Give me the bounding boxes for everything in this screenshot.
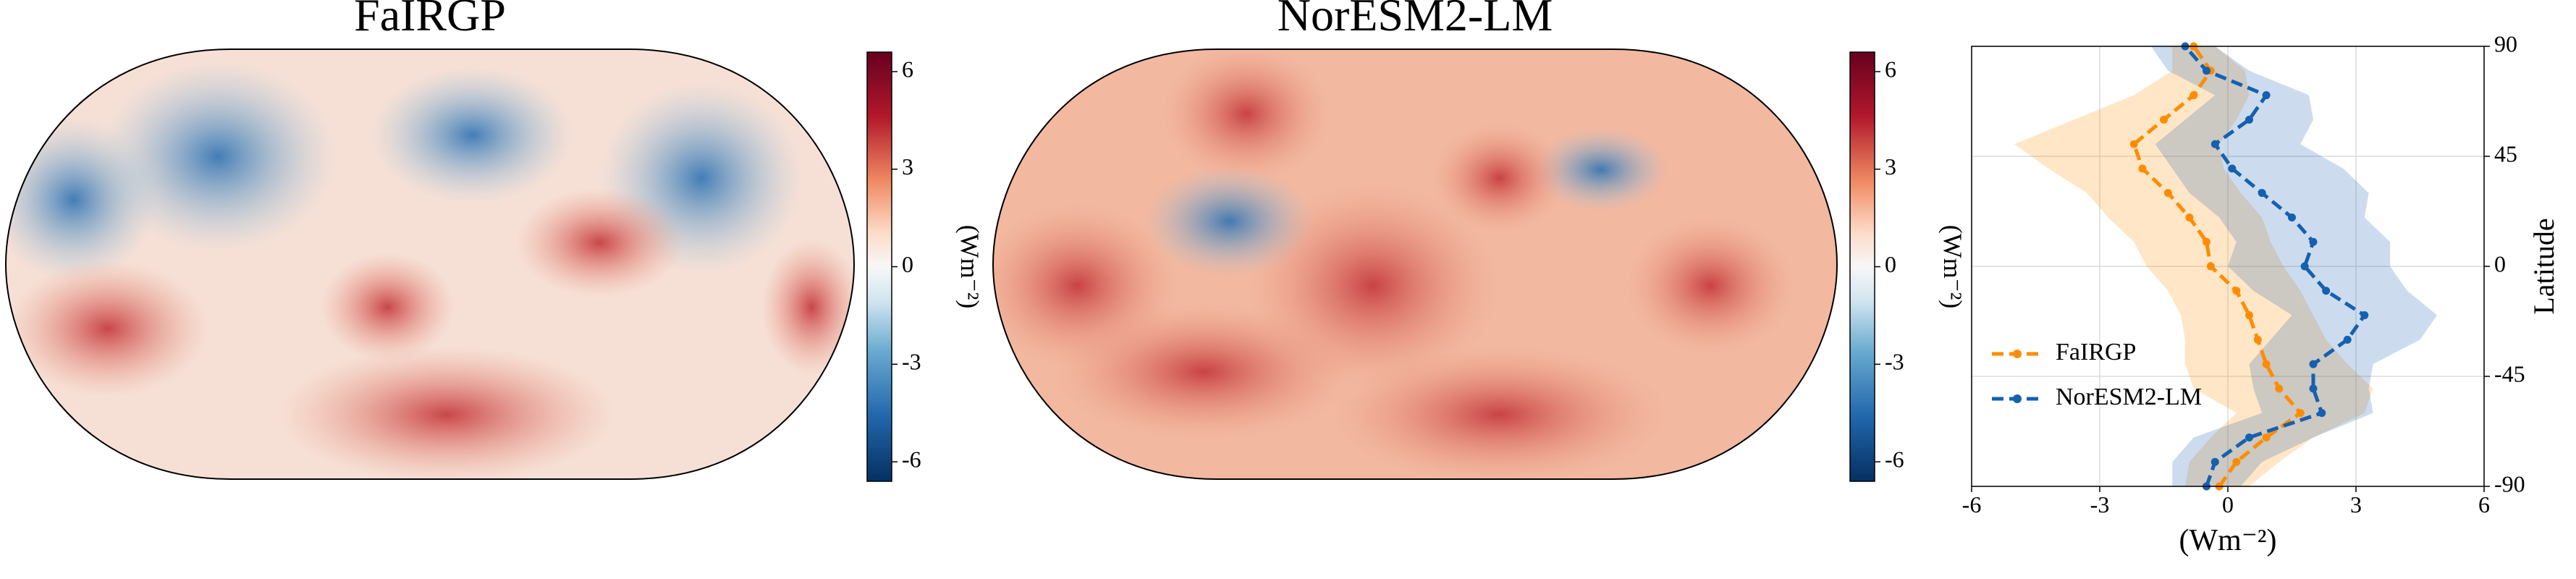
y-tick-label: 45 (2494, 140, 2517, 166)
series-point (2160, 115, 2168, 124)
map-anomaly (1330, 345, 1668, 479)
series-point (2163, 189, 2172, 198)
map-anomaly (1533, 128, 1668, 211)
series-point (2232, 457, 2241, 466)
series-point (2262, 360, 2271, 368)
colorbar-tick-label: 6 (902, 56, 913, 82)
x-tick-label: 3 (2350, 491, 2362, 517)
map-anomaly (98, 60, 337, 253)
series-point (2262, 91, 2271, 100)
map-anomaly (1162, 49, 1331, 183)
colorbar (1849, 51, 1875, 482)
colorbar-label: (Wm⁻²) (955, 225, 984, 309)
series-point (2189, 91, 2198, 100)
series-point (2258, 189, 2266, 198)
map-field (6, 60, 854, 479)
colorbar-label: (Wm⁻²) (1938, 225, 1967, 309)
series-point (2203, 237, 2210, 246)
series-point (2228, 164, 2237, 173)
series-point (2245, 311, 2253, 320)
y-tick-label: -45 (2494, 360, 2525, 386)
colorbar-tick-label: -3 (1885, 349, 1904, 375)
spread-band (2014, 46, 2373, 486)
map-anomaly (319, 252, 456, 363)
series-point (2203, 67, 2210, 75)
y-tick-label: 0 (2494, 250, 2506, 276)
x-tick-label: -3 (2090, 491, 2110, 517)
series-point (2210, 140, 2219, 148)
legend-label: FaIRGP (2056, 339, 2136, 365)
map-anomaly (370, 66, 575, 204)
map-anomaly (277, 345, 617, 479)
x-tick-label: 6 (2478, 491, 2490, 517)
series-point (2309, 360, 2318, 368)
map-anomaly (1432, 123, 1567, 234)
series-point (2343, 335, 2352, 344)
map-outline (992, 48, 1838, 480)
map-title: FaIRGP (354, 0, 506, 41)
series-point (2210, 457, 2219, 466)
map-anomaly (761, 238, 854, 376)
series-point (2129, 140, 2138, 148)
series-point (2275, 384, 2284, 393)
series-point (2232, 287, 2241, 295)
x-tick-label: -6 (1962, 491, 1982, 517)
series-point (2296, 409, 2305, 418)
x-tick-label: 0 (2222, 491, 2234, 517)
map-anomaly (515, 187, 685, 298)
x-axis-label: (Wm⁻²) (2179, 524, 2276, 557)
colorbar-tick-label: -3 (902, 349, 921, 375)
y-tick-label: 90 (2494, 30, 2517, 56)
series-point (2262, 433, 2271, 441)
colorbar-tick-label: -6 (902, 446, 921, 472)
map-anomaly (1052, 303, 1356, 441)
series-point (2309, 237, 2318, 246)
legend-marker (2013, 394, 2022, 403)
series-point (2318, 409, 2326, 418)
map-anomaly (1626, 216, 1795, 355)
colorbar-tick-label: 3 (902, 153, 913, 179)
colorbar-tick-label: 0 (902, 251, 913, 277)
plot-frame (1971, 46, 2485, 487)
series-point (2309, 384, 2318, 393)
series-point (2253, 335, 2262, 344)
series-point (2300, 262, 2309, 271)
y-tick-label: -90 (2494, 470, 2525, 496)
colorbar-tick-label: 6 (1885, 56, 1896, 82)
map-anomaly (1144, 166, 1314, 276)
colorbar-tick-label: 3 (1885, 153, 1896, 179)
map-anomaly (6, 260, 210, 398)
series-point (2185, 213, 2194, 221)
legend-marker (2013, 350, 2022, 358)
map-field (993, 49, 1795, 479)
colorbar-tick-label: -6 (1885, 446, 1904, 472)
series-point (2245, 433, 2253, 441)
series-point (2360, 311, 2369, 320)
map-outline (4, 48, 856, 480)
series-point (2322, 287, 2331, 295)
y-axis-label: Latitude (2528, 218, 2560, 314)
map-title: NorESM2-LM (1278, 0, 1553, 41)
series-point (2138, 164, 2147, 173)
series-point (2288, 213, 2296, 221)
legend-label: NorESM2-LM (2056, 384, 2202, 410)
colorbar (866, 51, 892, 482)
series-point (2206, 262, 2215, 271)
series-point (2245, 115, 2253, 124)
colorbar-tick-label: 0 (1885, 251, 1896, 277)
